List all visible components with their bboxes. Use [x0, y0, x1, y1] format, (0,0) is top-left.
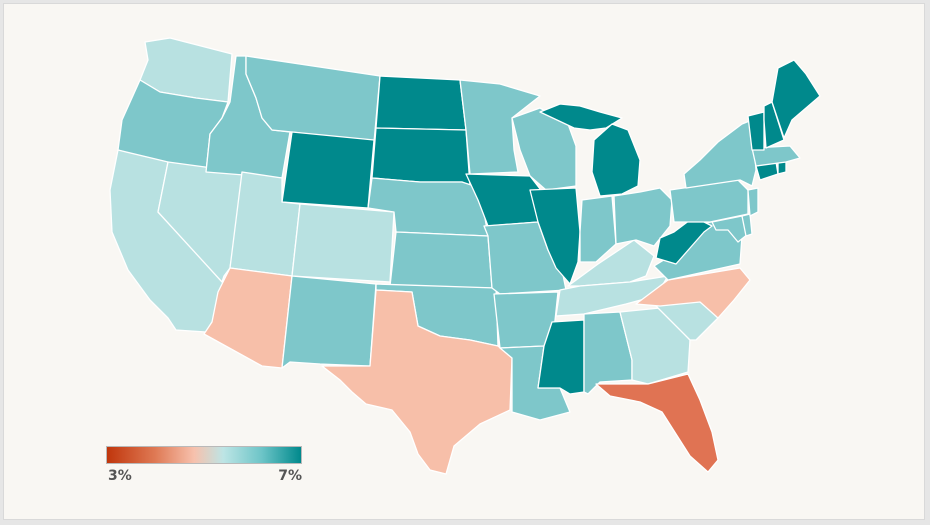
state-NY[interactable]: [683, 119, 757, 189]
state-NJ[interactable]: [747, 187, 759, 217]
state-OH[interactable]: [613, 187, 673, 247]
state-TX[interactable]: [321, 289, 513, 475]
legend-min-label: 3%: [108, 468, 132, 484]
state-FL[interactable]: [595, 373, 719, 473]
color-scale-bar: [106, 446, 302, 464]
state-RI[interactable]: [777, 161, 787, 175]
state-MA[interactable]: [751, 145, 801, 167]
legend-max-label: 7%: [278, 468, 302, 484]
state-CO[interactable]: [291, 203, 395, 283]
state-VT[interactable]: [747, 111, 765, 151]
state-DE[interactable]: [741, 213, 753, 237]
state-WY[interactable]: [281, 131, 375, 209]
state-MI[interactable]: [539, 103, 641, 197]
state-ND[interactable]: [375, 75, 467, 131]
state-KS[interactable]: [389, 231, 493, 289]
state-WV[interactable]: [655, 219, 713, 265]
color-scale-legend: 3% 7%: [106, 446, 302, 484]
state-IN[interactable]: [579, 195, 617, 263]
state-SD[interactable]: [371, 127, 471, 187]
state-MN[interactable]: [459, 79, 541, 175]
state-NC[interactable]: [635, 267, 751, 319]
state-PA[interactable]: [669, 179, 749, 223]
state-NH[interactable]: [763, 101, 785, 149]
state-ME[interactable]: [771, 59, 821, 139]
state-NM[interactable]: [281, 275, 377, 369]
